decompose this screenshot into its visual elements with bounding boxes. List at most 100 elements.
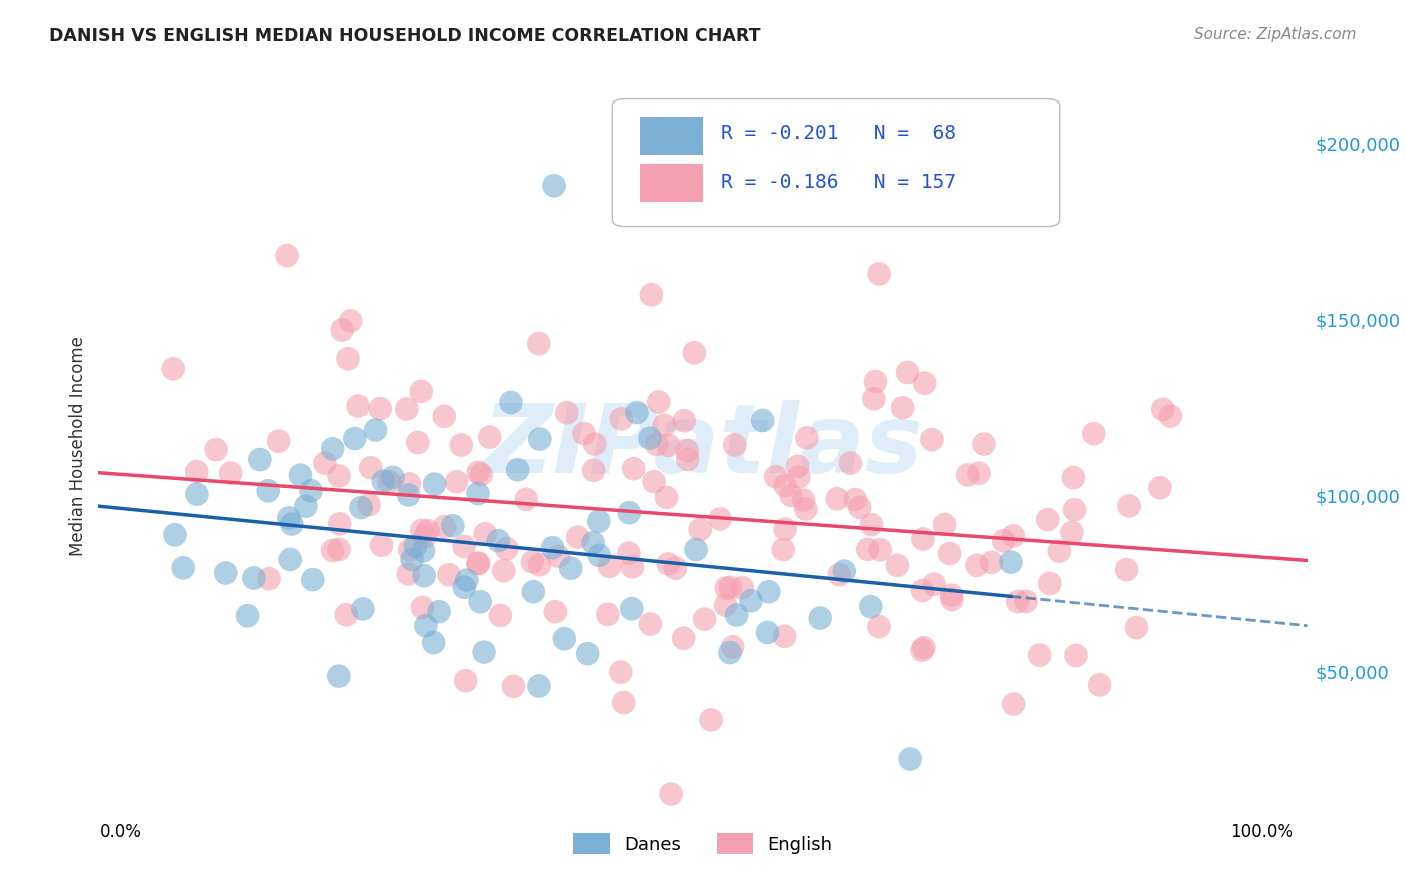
Point: [839, 456, 862, 470]
Point: [993, 533, 1015, 548]
Point: [364, 423, 387, 437]
Point: [395, 401, 418, 416]
Point: [370, 538, 392, 552]
Point: [506, 463, 529, 477]
Point: [467, 557, 489, 571]
Point: [299, 483, 322, 498]
Point: [347, 399, 370, 413]
Point: [329, 516, 352, 531]
Point: [205, 442, 228, 457]
Point: [1118, 499, 1140, 513]
Point: [718, 580, 741, 594]
Point: [648, 395, 671, 409]
FancyBboxPatch shape: [640, 117, 703, 155]
Point: [638, 431, 661, 445]
Point: [582, 463, 605, 477]
Point: [1002, 697, 1025, 711]
Point: [450, 438, 472, 452]
Point: [582, 535, 605, 549]
Point: [267, 434, 290, 449]
Point: [911, 583, 934, 598]
Point: [378, 475, 401, 489]
Point: [427, 605, 450, 619]
Text: R = -0.186   N = 157: R = -0.186 N = 157: [721, 173, 956, 192]
Point: [1060, 525, 1083, 540]
Point: [467, 556, 489, 570]
Point: [1002, 529, 1025, 543]
Point: [721, 640, 744, 654]
Point: [1083, 426, 1105, 441]
Point: [898, 752, 921, 766]
Point: [413, 530, 436, 544]
Point: [515, 492, 537, 507]
Point: [654, 418, 676, 433]
Point: [555, 406, 578, 420]
Point: [456, 573, 478, 587]
Point: [921, 433, 943, 447]
Point: [657, 557, 679, 571]
Point: [934, 517, 956, 532]
Point: [413, 568, 436, 582]
Point: [433, 519, 456, 533]
Point: [911, 532, 934, 546]
Point: [956, 467, 979, 482]
Point: [441, 518, 464, 533]
Point: [610, 412, 633, 426]
Point: [938, 547, 960, 561]
Point: [495, 541, 517, 556]
Point: [236, 608, 259, 623]
Point: [1039, 576, 1062, 591]
Point: [219, 466, 242, 480]
Point: [373, 474, 395, 488]
Point: [567, 530, 589, 544]
Point: [486, 533, 509, 548]
Point: [1149, 481, 1171, 495]
Point: [529, 558, 551, 572]
Point: [249, 452, 271, 467]
Point: [731, 581, 754, 595]
Point: [472, 645, 495, 659]
Point: [645, 437, 668, 451]
Point: [396, 566, 419, 581]
Point: [489, 608, 512, 623]
Point: [281, 517, 304, 532]
Legend: Danes, English: Danes, English: [567, 826, 839, 861]
Point: [527, 679, 550, 693]
Point: [1088, 678, 1111, 692]
Point: [478, 430, 501, 444]
Point: [411, 600, 433, 615]
Point: [560, 561, 582, 575]
FancyBboxPatch shape: [613, 99, 1060, 227]
Point: [856, 542, 879, 557]
Point: [301, 573, 323, 587]
Point: [621, 559, 644, 574]
Y-axis label: Median Household Income: Median Household Income: [69, 336, 87, 556]
Point: [422, 635, 444, 649]
Point: [868, 267, 890, 281]
Point: [411, 384, 433, 399]
Point: [886, 558, 908, 573]
Point: [543, 178, 565, 193]
Point: [718, 646, 741, 660]
Point: [626, 406, 648, 420]
Point: [897, 366, 920, 380]
Point: [941, 592, 963, 607]
Point: [716, 581, 738, 595]
Point: [941, 588, 963, 602]
Point: [467, 466, 489, 480]
Text: Source: ZipAtlas.com: Source: ZipAtlas.com: [1194, 27, 1357, 42]
Point: [623, 461, 645, 475]
Point: [1028, 648, 1050, 662]
Point: [572, 426, 595, 441]
Point: [588, 514, 610, 528]
Point: [756, 625, 779, 640]
Point: [406, 435, 429, 450]
Point: [613, 696, 636, 710]
Point: [973, 437, 995, 451]
Point: [398, 476, 420, 491]
Point: [683, 346, 706, 360]
Point: [658, 438, 681, 452]
Point: [914, 376, 936, 391]
Point: [724, 438, 747, 452]
Text: ZIPatlas: ZIPatlas: [482, 400, 924, 492]
